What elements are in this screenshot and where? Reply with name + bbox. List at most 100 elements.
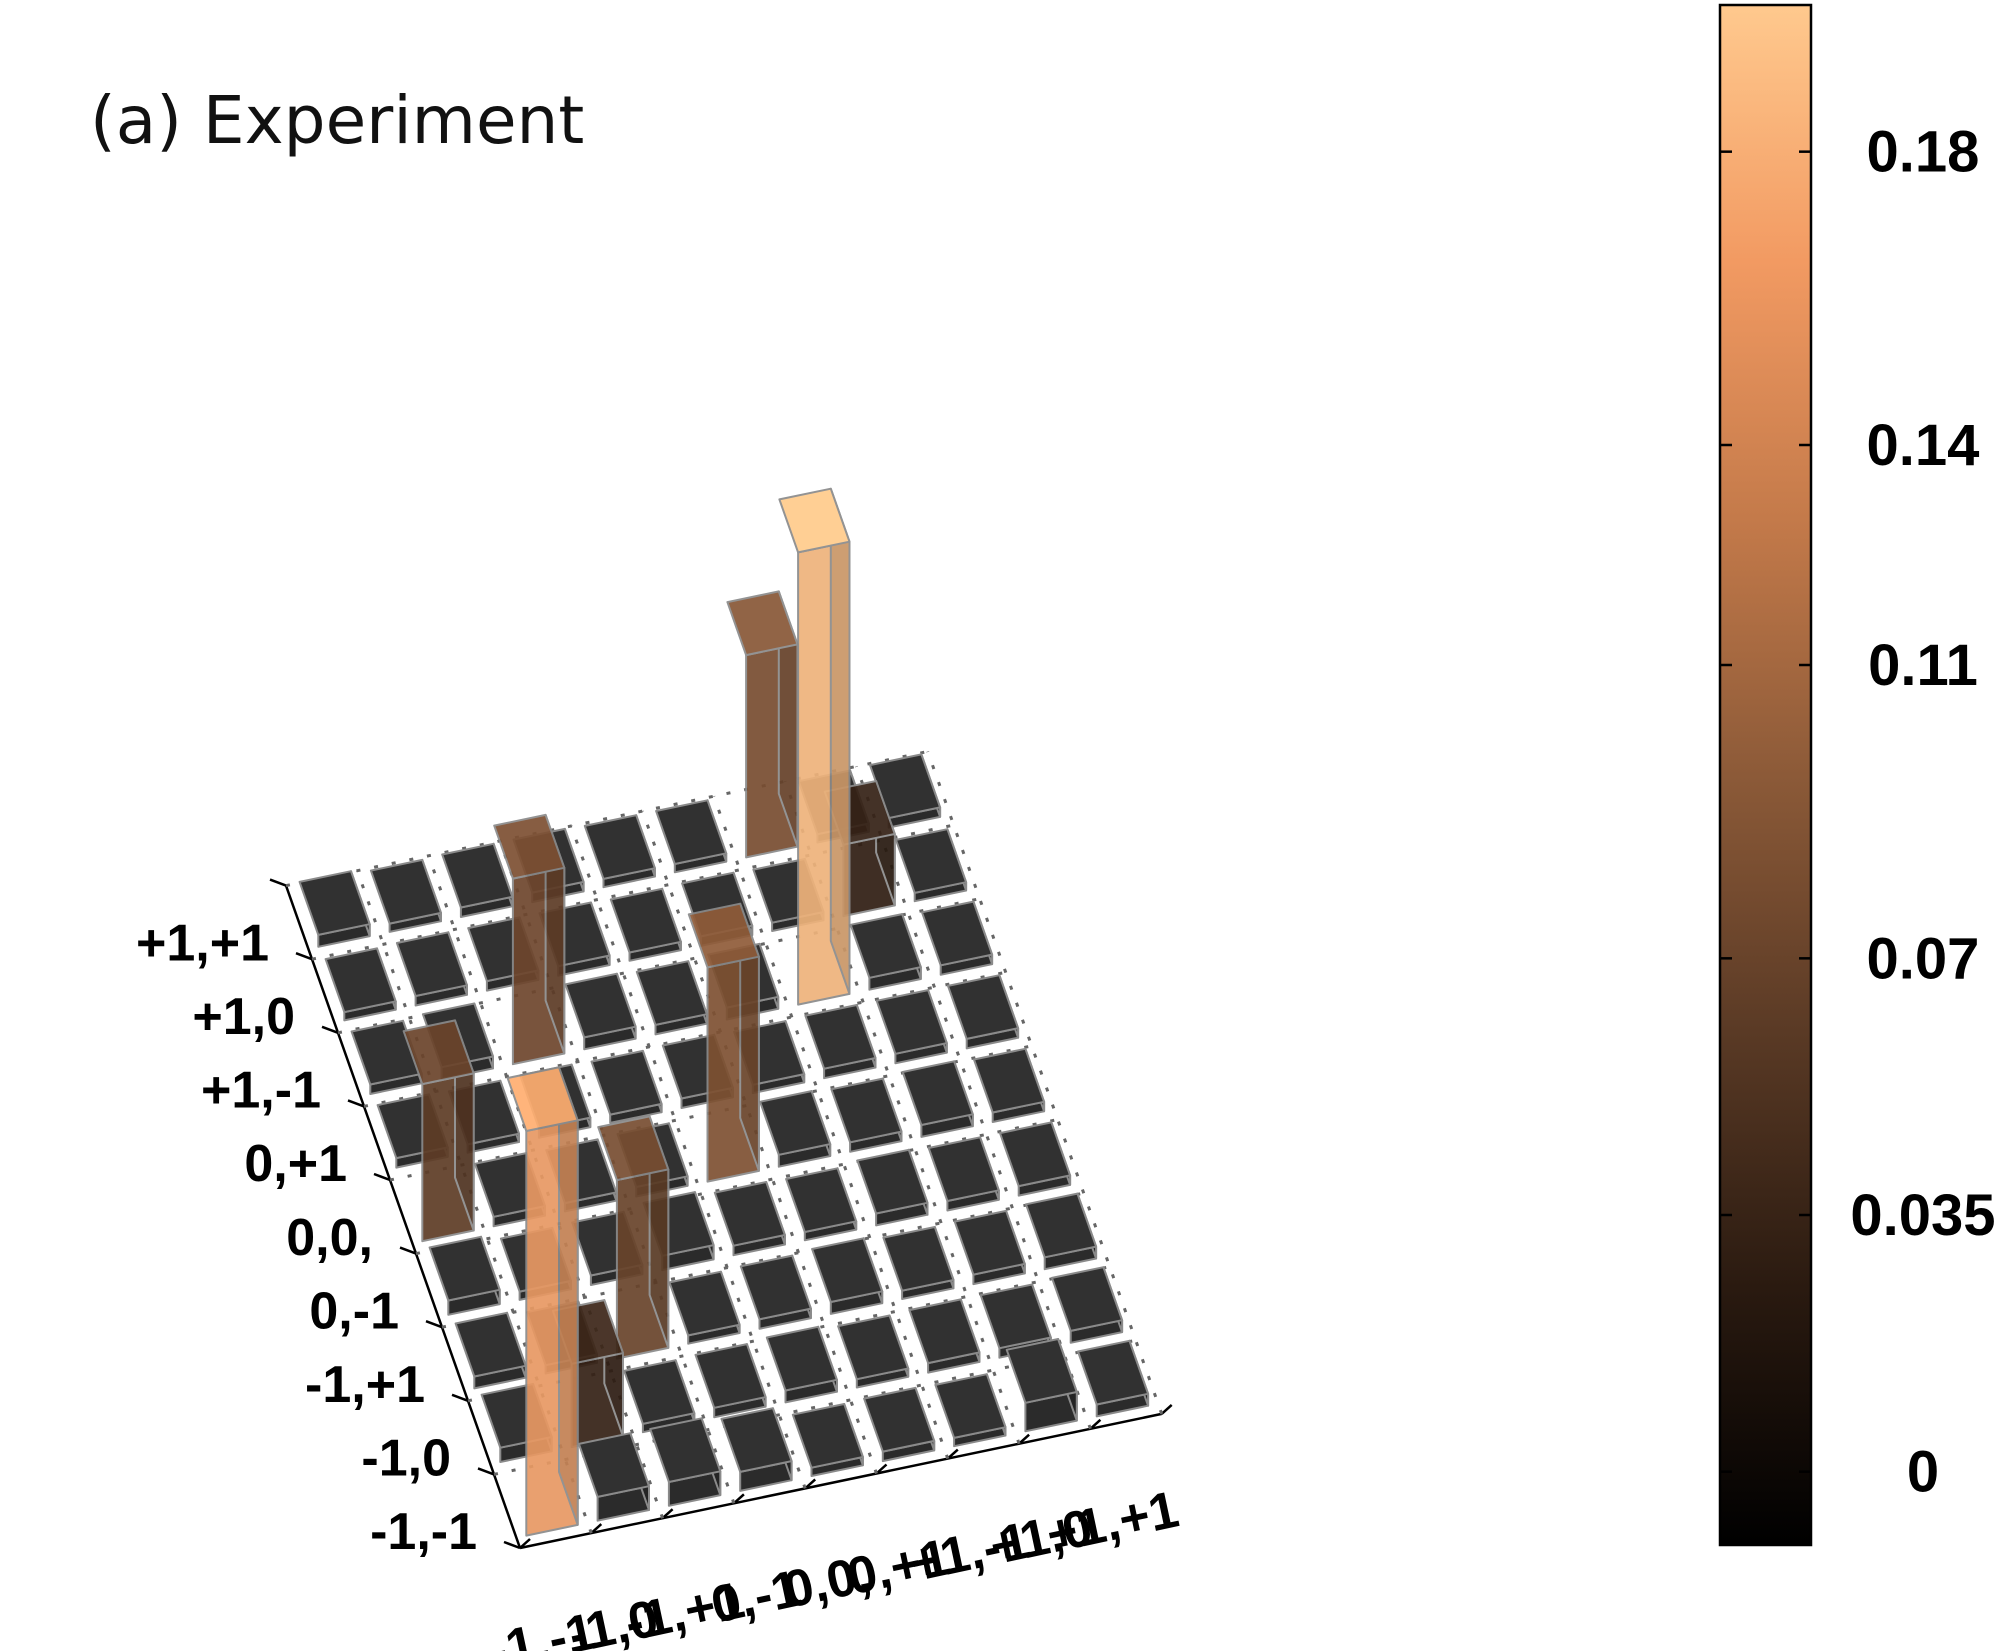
- x-axis-tick: [519, 1538, 531, 1549]
- bar-top-face: [597, 1115, 670, 1182]
- bar: [694, 1343, 767, 1419]
- bar-top-face: [1051, 1266, 1124, 1332]
- bar: [1005, 1338, 1078, 1433]
- bar: [668, 1270, 741, 1345]
- bar: [804, 1004, 877, 1080]
- bar: [395, 931, 468, 1007]
- bar: [765, 1325, 838, 1404]
- y-tick-label: +1,+1: [136, 914, 269, 972]
- bar-top-face: [849, 913, 922, 979]
- bar: [609, 887, 682, 962]
- bar-top-face: [402, 1019, 475, 1086]
- bar-top-face: [804, 1004, 877, 1070]
- bar-top-face: [759, 1090, 832, 1156]
- bar-top-face: [927, 1136, 1000, 1202]
- bar-top-face: [856, 1148, 929, 1215]
- x-tick-labels: -1,-1-1,0-1,+10,-10,0,0,+1+1,-1+1,0+1,+1: [484, 1481, 1184, 1651]
- x-axis-tick: [804, 1478, 817, 1490]
- bar: [726, 590, 799, 859]
- y-axis-tick: [399, 1246, 417, 1255]
- bar: [635, 960, 708, 1036]
- grid-line: [415, 1118, 1059, 1256]
- bar: [428, 1235, 501, 1316]
- bar-top-face: [298, 870, 371, 936]
- y-tick-label: 0,-1: [309, 1282, 399, 1340]
- y-tick-label: 0,+1: [244, 1135, 347, 1193]
- bar-top-face: [350, 1019, 423, 1086]
- bar-top-face: [583, 814, 656, 880]
- bar-top-face: [720, 1407, 793, 1473]
- bar: [837, 1314, 910, 1389]
- bar-top-face: [441, 842, 514, 909]
- bar: [441, 842, 514, 918]
- bar-top-face: [953, 1209, 1026, 1276]
- y-tick-label: 0,0,: [286, 1209, 373, 1267]
- panel-title: (a) Experiment: [90, 82, 584, 159]
- bar: [564, 972, 637, 1051]
- bar: [720, 1407, 793, 1492]
- bar: [493, 813, 566, 1066]
- bar: [1077, 1339, 1150, 1418]
- bar: [759, 1090, 832, 1168]
- bar-top-face: [649, 1417, 722, 1483]
- bar3d-plot: -1,-1-1,0-1,+10,-10,0,0,+1+1,-1+1,0+1,+1…: [136, 487, 1184, 1651]
- bar: [791, 1403, 864, 1477]
- y-axis-tick: [503, 1540, 521, 1550]
- bar: [830, 1077, 903, 1153]
- bar: [921, 900, 994, 976]
- colorbar-tick-label: 0.07: [1867, 926, 1980, 991]
- bar-top-face: [882, 1226, 955, 1292]
- bar: [999, 1121, 1072, 1197]
- axes: [269, 878, 1173, 1550]
- bar: [927, 1136, 1000, 1212]
- x-axis-tick: [946, 1448, 959, 1460]
- bar-top-face: [713, 1181, 786, 1247]
- bar: [869, 753, 942, 829]
- bar: [895, 828, 968, 903]
- y-tick-label: +1,-1: [201, 1062, 321, 1120]
- colorbar-gradient: [1718, 3, 1813, 1547]
- colorbar-tick-label: 0.14: [1867, 413, 1980, 478]
- y-axis-tick: [477, 1467, 495, 1476]
- y-axis-tick: [425, 1320, 443, 1329]
- bar: [590, 1049, 663, 1124]
- bar-top-face: [999, 1121, 1072, 1188]
- colorbar-tick-label: 0.18: [1867, 120, 1980, 185]
- bar: [506, 1066, 579, 1537]
- bar-top-face: [830, 1077, 903, 1144]
- bar: [369, 858, 442, 933]
- bar-top-face: [875, 989, 948, 1055]
- bar-top-face: [506, 1066, 579, 1132]
- bar-top-face: [668, 1270, 741, 1337]
- colorbar-ticks: 0 0.035 0.07 0.11 0.14 0.18: [1720, 120, 1996, 1505]
- bar-top-face: [577, 1432, 650, 1498]
- y-axis-tick: [451, 1393, 469, 1402]
- bar-top-face: [609, 887, 682, 954]
- bar: [583, 814, 656, 889]
- x-axis-tick: [1160, 1403, 1173, 1415]
- bar-top-face: [947, 974, 1020, 1040]
- x-axis-tick: [1018, 1433, 1030, 1445]
- bar: [953, 1209, 1026, 1286]
- bar: [1051, 1266, 1124, 1344]
- bar-top-face: [428, 1235, 501, 1302]
- bar: [947, 974, 1020, 1050]
- bar-top-face: [973, 1047, 1046, 1114]
- bar-top-face: [623, 1359, 696, 1425]
- bar-top-face: [837, 1314, 910, 1381]
- bar: [298, 870, 371, 948]
- y-axis-tick: [321, 1025, 339, 1034]
- bar: [402, 1019, 475, 1243]
- bar-top-face: [785, 1167, 858, 1233]
- y-axis-tick: [269, 878, 287, 887]
- grid-line: [311, 823, 955, 961]
- bar-top-face: [635, 960, 708, 1026]
- bar: [649, 1417, 722, 1507]
- y-axis-line: [284, 885, 522, 1549]
- bar: [785, 1167, 858, 1242]
- bar-top-face: [979, 1283, 1052, 1350]
- bar: [908, 1298, 981, 1374]
- bar: [882, 1226, 955, 1300]
- colorbar: 0 0.035 0.07 0.11 0.14 0.18: [1718, 3, 1996, 1547]
